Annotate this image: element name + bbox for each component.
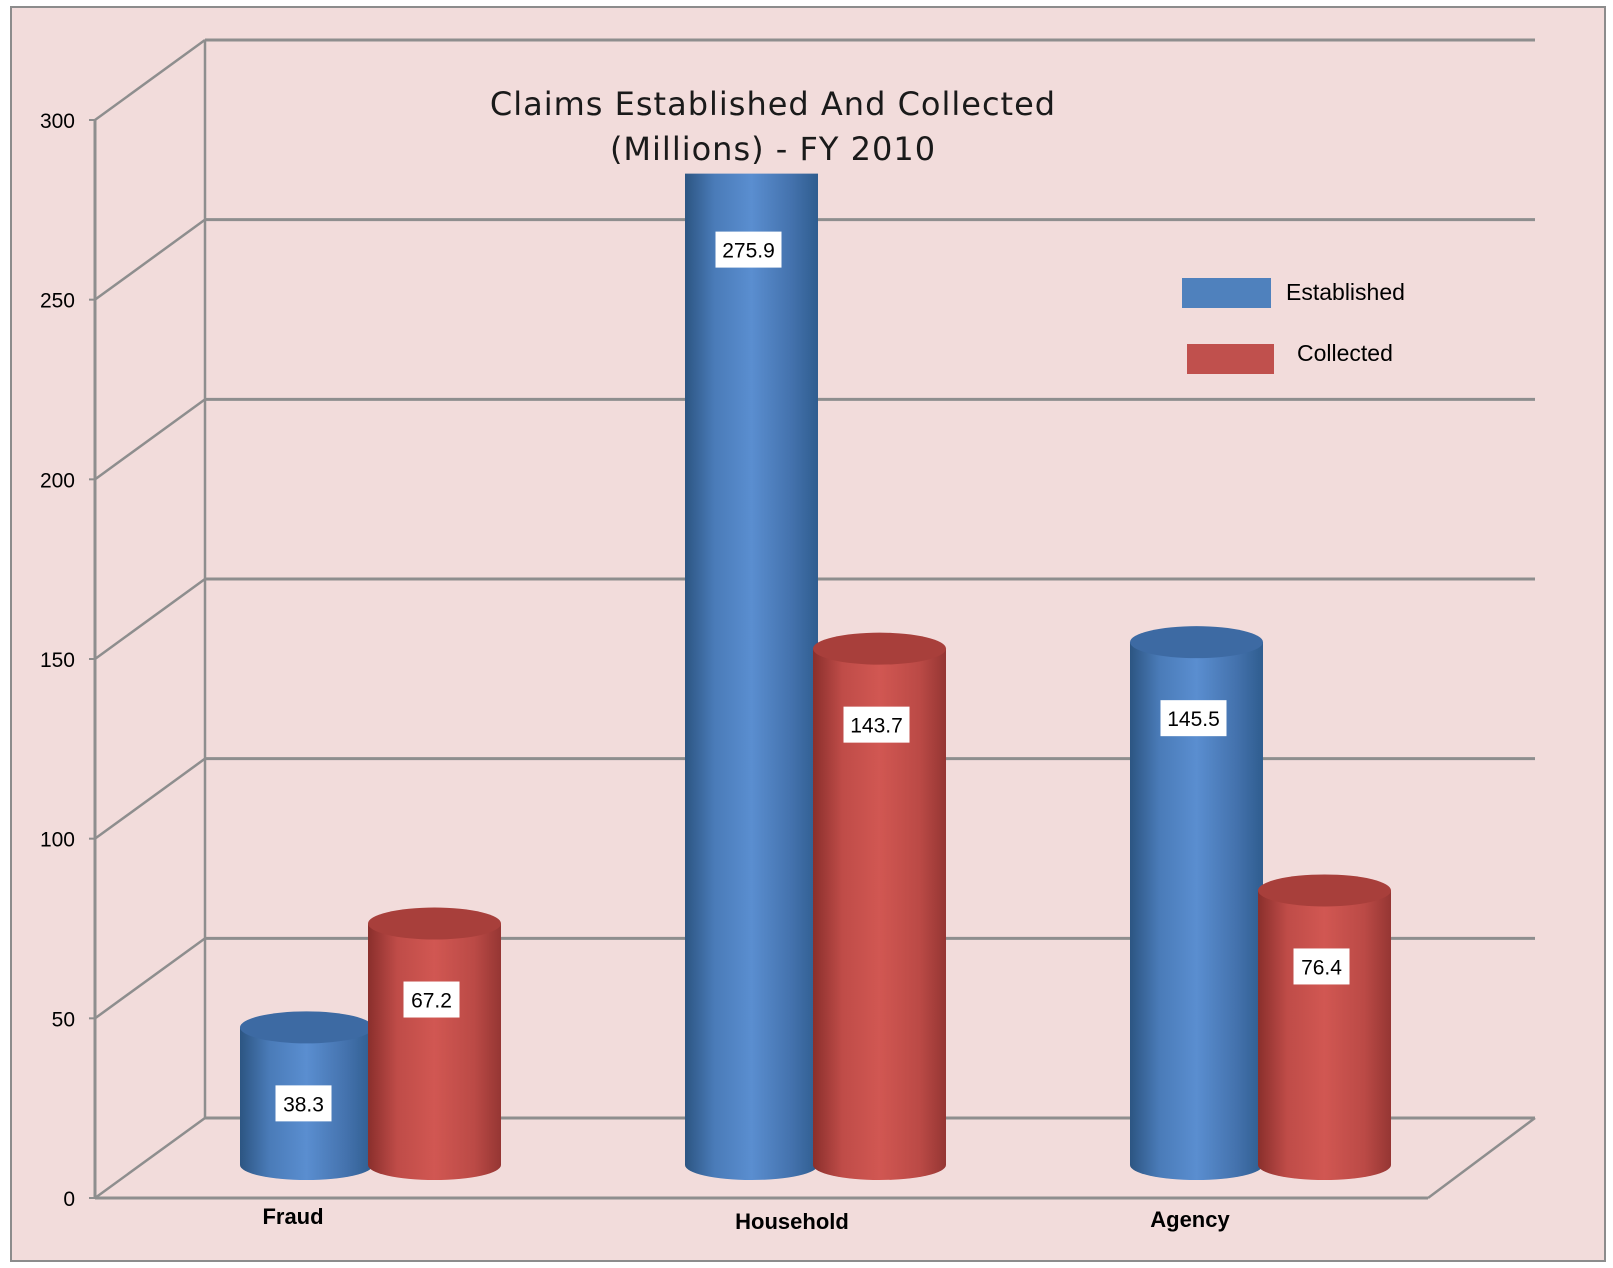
bar-body	[813, 648, 946, 1181]
y-tick-label: 100	[40, 829, 75, 852]
data-label: 67.2	[411, 990, 452, 1013]
data-label: 143.7	[850, 715, 903, 738]
bar-top	[368, 907, 501, 940]
data-label: 38.3	[283, 1093, 324, 1116]
bar-collected-household	[813, 632, 946, 1181]
bar-body	[685, 173, 818, 1181]
y-tick-label: 250	[40, 290, 75, 313]
y-tick-label: 300	[40, 110, 75, 133]
chart-title: Claims Established And Collected (Millio…	[490, 85, 1056, 168]
data-labels: 38.3 67.2 275.9 143.7 145.5 76.4	[275, 231, 1350, 1122]
bar-body	[368, 923, 501, 1181]
data-label-box	[275, 1085, 332, 1122]
chart-title-line2: (Millions) - FY 2010	[610, 130, 936, 168]
bar-established-agency	[1130, 626, 1263, 1181]
data-label-box	[843, 706, 910, 743]
bar-established-household	[685, 173, 818, 1181]
bar-collected-fraud	[368, 907, 501, 1181]
gridline-side	[94, 757, 206, 840]
bar-top	[813, 632, 946, 665]
legend-swatch-collected	[1187, 344, 1274, 374]
data-label-box	[1293, 948, 1350, 985]
legend-label-established: Established	[1286, 279, 1405, 305]
bar-top	[240, 1011, 373, 1044]
gridline-side	[94, 577, 206, 661]
gridline-side	[94, 398, 206, 481]
x-category-label: Fraud	[262, 1204, 323, 1229]
legend-label-collected: Collected	[1297, 340, 1393, 366]
x-category-label: Agency	[1150, 1207, 1230, 1232]
y-tick-label: 150	[40, 649, 75, 672]
data-label-box	[403, 981, 460, 1018]
data-label: 275.9	[722, 240, 775, 263]
y-tick-label: 0	[63, 1188, 75, 1211]
bar-top	[1130, 626, 1263, 659]
gridline-side	[94, 937, 206, 1020]
floor-side-edge	[1427, 1116, 1536, 1200]
data-label: 76.4	[1301, 956, 1342, 979]
x-axis-categories: Fraud Household Agency	[262, 1204, 1230, 1234]
y-tick-label: 200	[40, 469, 75, 492]
gridline-side	[94, 1116, 206, 1200]
bar-top	[1258, 874, 1391, 907]
data-label: 145.5	[1167, 708, 1220, 731]
legend-swatch-established	[1182, 278, 1271, 308]
x-category-label: Household	[735, 1209, 849, 1234]
y-axis-ticks: 0 50 100 150 200 250 300	[40, 110, 95, 1211]
chart-title-line1: Claims Established And Collected	[490, 85, 1056, 123]
bars	[240, 173, 1391, 1181]
gridline-side	[94, 218, 206, 301]
data-label-box	[715, 231, 782, 268]
gridline-side	[94, 38, 206, 122]
bar-body	[1130, 642, 1263, 1181]
data-label-box	[1160, 700, 1227, 737]
legend: Established Collected	[1182, 278, 1405, 374]
y-tick-label: 50	[52, 1008, 75, 1031]
bar-collected-agency	[1258, 874, 1391, 1181]
bar-body	[1258, 890, 1391, 1181]
